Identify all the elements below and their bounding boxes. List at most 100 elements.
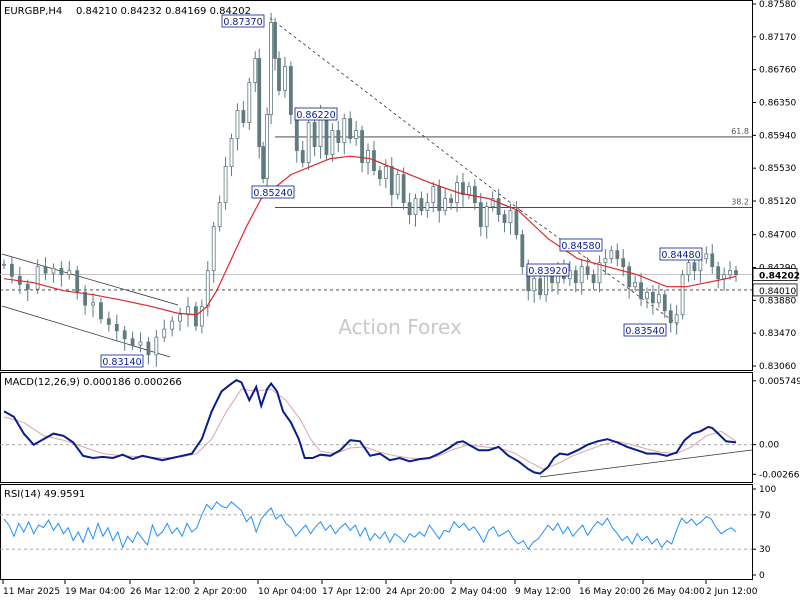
price-tick-label: 0.87580 — [759, 0, 796, 10]
candle-body — [686, 262, 691, 276]
candle-body — [106, 318, 111, 325]
rsi-panel-frame — [0, 484, 753, 580]
candle-body — [283, 66, 287, 91]
annotation-box — [623, 323, 667, 337]
candle-body — [585, 266, 590, 276]
candle-body — [75, 270, 80, 293]
candle-body — [354, 130, 359, 139]
annotation-label: 0.83140 — [102, 357, 141, 368]
candle-body — [461, 182, 465, 196]
candle-body — [130, 338, 135, 346]
candle-body — [573, 270, 578, 284]
x-tick-label: 17 Apr 12:00 — [322, 587, 381, 597]
current-price-box — [752, 268, 798, 281]
candle-body — [306, 122, 311, 163]
candle-body — [627, 266, 632, 288]
candle-body — [443, 198, 448, 212]
x-tick-label: 9 May 12:00 — [515, 587, 571, 597]
annotation-label: 0.85240 — [253, 188, 292, 199]
candle-body — [51, 267, 56, 274]
candle-body — [10, 263, 14, 277]
x-tick-label: 24 Apr 20:00 — [386, 587, 445, 597]
candle-body — [716, 266, 721, 280]
fib-label-61.8: 61.8 — [731, 127, 749, 136]
candle-body — [83, 291, 88, 306]
candle-body — [478, 202, 483, 228]
candle-body — [241, 110, 246, 123]
candle-body — [514, 210, 519, 236]
price-tick-label: 0.84700 — [759, 231, 796, 241]
price-tick-label: 0.83470 — [759, 329, 796, 339]
candle-body — [336, 130, 341, 143]
candle-body — [680, 274, 685, 316]
candle-body — [407, 202, 412, 216]
candle-body — [520, 234, 525, 268]
candle-body — [656, 294, 661, 304]
macd-signal-line — [3, 388, 737, 470]
candle-body — [2, 263, 6, 266]
candle-body — [734, 270, 738, 276]
candle-body — [205, 270, 210, 308]
ohlc-label: 0.84210 0.84232 0.84169 0.84202 — [76, 6, 251, 17]
candle-body — [692, 262, 697, 272]
candle-body — [25, 283, 30, 290]
candle-body — [235, 110, 240, 139]
candle-body — [265, 114, 270, 179]
symbol-label: EURGBP,H4 — [4, 6, 62, 17]
candle-body — [609, 250, 614, 260]
rsi-line — [3, 501, 737, 551]
candle-body — [43, 266, 48, 274]
price-tick-label: 0.87170 — [759, 33, 796, 43]
candle-body — [194, 306, 198, 327]
candle-body — [257, 58, 262, 147]
macd-axis: 0.005749 0.00 -0.002663 — [752, 377, 800, 480]
descending-channel — [1, 253, 179, 358]
candle-body — [312, 122, 317, 147]
candle-body — [146, 341, 151, 356]
annotation-label: 0.84580 — [561, 241, 600, 252]
price-panel-frame — [0, 0, 753, 371]
candle-body — [389, 166, 394, 196]
annotation-box — [559, 238, 603, 252]
candle-body — [597, 262, 602, 284]
candle-body — [674, 314, 679, 324]
candle-body — [395, 174, 400, 196]
macd-trendline — [539, 449, 753, 478]
candle-body — [229, 138, 234, 167]
candle-body — [273, 22, 277, 59]
annotation-label: 0.87370 — [223, 17, 262, 28]
price-tick-label: 0.83880 — [759, 296, 796, 306]
candle-body — [651, 291, 655, 304]
candle-body — [366, 150, 370, 163]
candle-body — [300, 150, 305, 163]
candle-body — [496, 198, 501, 216]
fibonacci-levels: 61.8 38.2 — [275, 127, 752, 208]
annotation-box — [100, 354, 144, 368]
candle-body — [186, 306, 190, 316]
candle-body — [413, 198, 418, 216]
candle-body — [467, 186, 471, 196]
candle-body — [122, 330, 127, 340]
candle-body — [199, 306, 204, 327]
candle-body — [401, 174, 406, 204]
support-price-box — [752, 283, 798, 297]
support-price-label: 0.84010 — [759, 287, 796, 297]
current-price-label: 0.84202 — [759, 272, 800, 282]
x-tick-label: 2 May 04:00 — [451, 587, 507, 597]
annotation-label: 0.83920 — [528, 266, 567, 277]
candle-body — [35, 266, 40, 290]
candle-body — [633, 282, 638, 288]
candle-body — [330, 130, 335, 155]
candle-body — [728, 270, 732, 276]
macd-tick-label: -0.002663 — [759, 470, 800, 480]
candle-body — [383, 166, 388, 179]
candle-body — [425, 202, 430, 212]
annotation-label: 0.83540 — [625, 326, 664, 337]
x-tick-label: 26 May 04:00 — [643, 587, 705, 597]
price-tick-label: 0.86350 — [759, 99, 796, 109]
moving-average-line — [3, 155, 737, 316]
macd-panel-frame — [0, 372, 753, 483]
rsi-grid — [0, 514, 752, 550]
candle-body — [253, 58, 258, 83]
